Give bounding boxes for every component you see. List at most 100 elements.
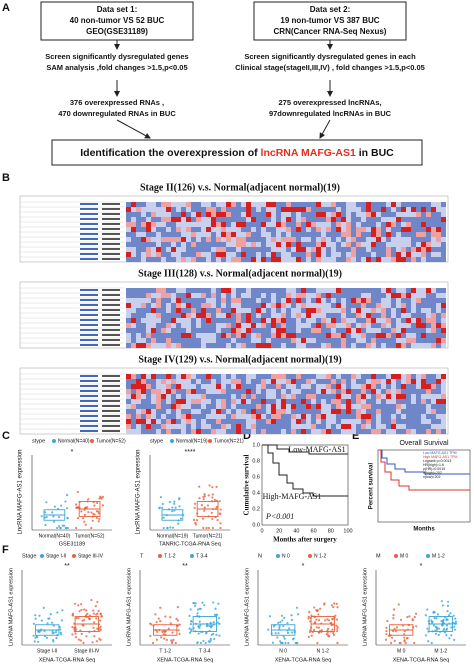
- heat-cell: [131, 429, 136, 434]
- gene-symbol: [102, 208, 120, 210]
- heat-cell: [401, 328, 406, 333]
- heat-cell: [296, 313, 301, 318]
- heat-cell: [221, 333, 226, 338]
- heat-cell: [356, 293, 361, 298]
- heat-cell: [331, 313, 336, 318]
- label: Screen significantly dysregulated genes …: [244, 52, 416, 61]
- point: [74, 503, 78, 506]
- heat-cell: [371, 293, 376, 298]
- heat-cell: [221, 318, 226, 323]
- heat-cell: [406, 333, 411, 338]
- heat-cell: [376, 293, 381, 298]
- point: [98, 629, 101, 632]
- heat-cell: [176, 293, 181, 298]
- conclusion-box: [51, 139, 423, 166]
- point: [219, 526, 222, 530]
- heat-cell: [201, 217, 206, 222]
- heat-cell: [246, 237, 251, 242]
- heat-cell: [411, 232, 416, 237]
- heat-cell: [386, 298, 391, 303]
- heat-cell: [181, 328, 186, 333]
- heat-cell: [266, 429, 271, 434]
- heat-cell: [316, 202, 321, 207]
- heat-cell: [401, 379, 406, 384]
- heat-cell: [286, 379, 291, 384]
- heat-cell: [426, 419, 431, 424]
- heat-cell: [316, 419, 321, 424]
- point: [413, 615, 416, 619]
- heat-cell: [366, 404, 371, 409]
- heat-cell: [381, 404, 386, 409]
- heat-cell: [406, 257, 411, 262]
- heat-cell: [396, 318, 401, 323]
- heat-cell: [131, 379, 136, 384]
- heat-cell: [316, 323, 321, 328]
- heat-cell: [276, 333, 281, 338]
- heat-cell: [426, 288, 431, 293]
- heat-cell: [266, 409, 271, 414]
- heat-cell: [381, 409, 386, 414]
- heat-cell: [211, 374, 216, 379]
- heat-cell: [386, 419, 391, 424]
- heat-cell: [376, 318, 381, 323]
- heat-cell: [441, 303, 446, 308]
- heat-cell: [161, 338, 166, 343]
- heat-cell: [201, 308, 206, 313]
- point: [188, 614, 191, 617]
- heat-cell: [301, 303, 306, 308]
- heat-cell: [221, 399, 226, 404]
- heat-cell: [361, 247, 366, 252]
- label: ****: [185, 449, 196, 456]
- point: [79, 629, 82, 632]
- heat-cell: [161, 293, 166, 298]
- heat-cell: [236, 288, 241, 293]
- heat-cell: [221, 217, 226, 222]
- point: [202, 639, 205, 643]
- label: P<0.001: [265, 512, 294, 521]
- heat-cell: [161, 303, 166, 308]
- heat-cell: [326, 394, 331, 399]
- point: [82, 641, 85, 645]
- point: [171, 526, 175, 529]
- heat-cell: [136, 404, 141, 409]
- heat-cell: [201, 202, 206, 207]
- heat-cell: [291, 394, 296, 399]
- heat-cell: [301, 419, 306, 424]
- heat-cell: [201, 409, 206, 414]
- point: [100, 615, 103, 618]
- heat-cell: [146, 424, 151, 429]
- heat-cell: [226, 222, 231, 227]
- heat-cell: [166, 298, 171, 303]
- heat-cell: [366, 414, 371, 419]
- heat-cell: [421, 318, 426, 323]
- heat-cell: [276, 323, 281, 328]
- heat-cell: [326, 217, 331, 222]
- heat-cell: [211, 419, 216, 424]
- heat-cell: [226, 399, 231, 404]
- heat-cell: [376, 212, 381, 217]
- heat-cell: [291, 333, 296, 338]
- heat-cell: [351, 207, 356, 212]
- point: [80, 632, 83, 635]
- heat-cell: [236, 237, 241, 242]
- heat-cell: [301, 202, 306, 207]
- heat-cell: [241, 429, 246, 434]
- heat-cell: [326, 419, 331, 424]
- heat-cell: [256, 409, 261, 414]
- heat-cell: [281, 333, 286, 338]
- heat-cell: [351, 429, 356, 434]
- heat-cell: [171, 212, 176, 217]
- point: [85, 609, 88, 612]
- heat-cell: [151, 207, 156, 212]
- point: [204, 641, 207, 645]
- heat-cell: [411, 389, 416, 394]
- heat-cell: [321, 237, 326, 242]
- heat-cell: [291, 399, 296, 404]
- point: [83, 513, 87, 516]
- heat-cell: [141, 313, 146, 318]
- heat-cell: [306, 328, 311, 333]
- heat-cell: [416, 303, 421, 308]
- heat-cell: [126, 293, 131, 298]
- heat-cell: [316, 424, 321, 429]
- point: [159, 620, 162, 623]
